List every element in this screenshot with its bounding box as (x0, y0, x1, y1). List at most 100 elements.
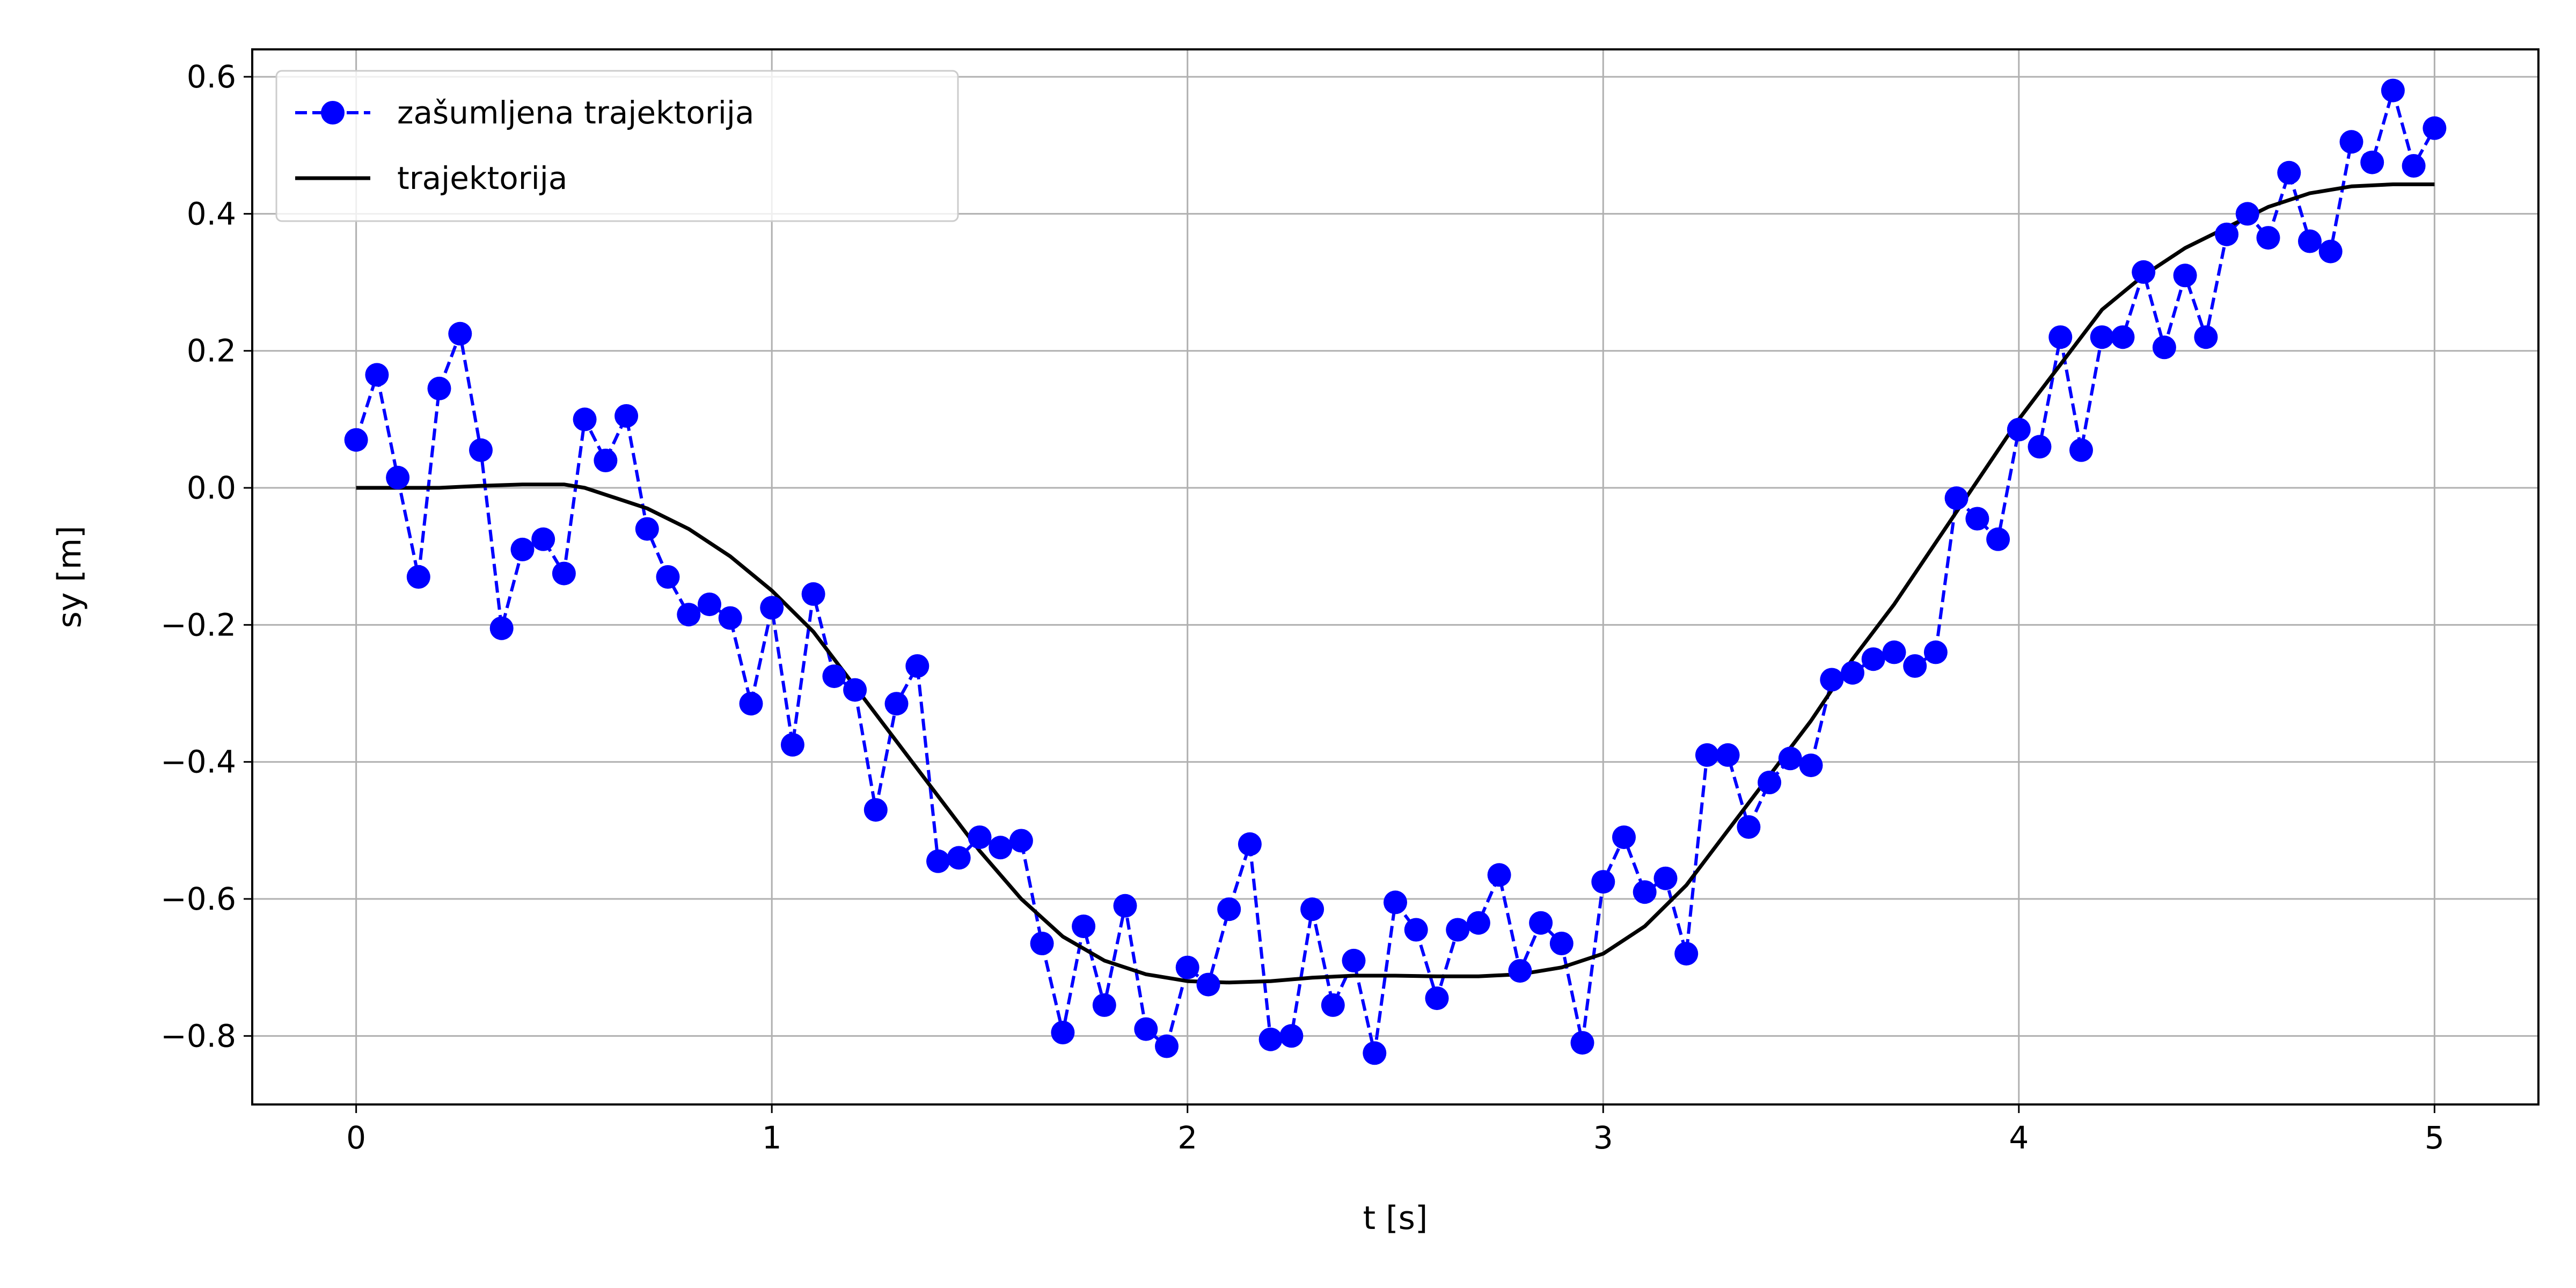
data-point (1238, 832, 1262, 856)
data-point (1175, 955, 1199, 979)
data-point (1612, 825, 1636, 850)
data-point (2423, 116, 2447, 140)
y-axis-label: sy [m] (51, 525, 89, 628)
data-point (1446, 918, 1470, 942)
data-point (2194, 325, 2218, 349)
data-point (801, 582, 825, 606)
plot-series (344, 78, 2447, 1065)
y-tick-label: −0.6 (160, 881, 236, 917)
legend-label-trajectory: trajektorija (397, 160, 567, 196)
data-point (698, 592, 721, 617)
data-point (1903, 654, 1927, 678)
x-tick-label: 5 (2425, 1119, 2445, 1156)
data-point (573, 407, 597, 431)
data-point (1404, 918, 1428, 942)
data-point (1820, 668, 1844, 692)
data-point (1217, 897, 1241, 921)
data-point (1072, 914, 1096, 939)
data-point (365, 363, 389, 387)
data-point (489, 616, 514, 640)
data-point (344, 428, 368, 452)
legend: zašumljena trajektorija trajektorija (275, 70, 959, 222)
data-point (1487, 863, 1511, 887)
data-point (1591, 870, 1615, 894)
legend-box (275, 70, 959, 222)
data-point (2215, 222, 2239, 246)
axes-frame (251, 48, 2540, 1106)
data-point (552, 561, 576, 586)
data-point (656, 565, 680, 589)
data-point (1716, 743, 1740, 767)
data-point (1155, 1034, 1179, 1058)
data-point (427, 376, 451, 400)
data-point (635, 517, 659, 541)
data-point (843, 678, 867, 702)
x-tick-label: 4 (2009, 1119, 2029, 1156)
data-point (1466, 911, 1490, 935)
data-point (448, 321, 472, 346)
data-point (822, 664, 846, 689)
data-point (2090, 325, 2114, 349)
x-tick-label: 0 (346, 1119, 366, 1156)
data-point (1384, 890, 1407, 914)
data-point (968, 825, 992, 850)
data-point (2402, 154, 2426, 178)
ticks: 0 1 2 3 4 5 0.6 0.4 0.2 0.0 −0.2 −0.4 −0.6 −0.8 (160, 58, 2445, 1156)
data-point (1342, 948, 1366, 972)
data-point (1134, 1017, 1158, 1041)
data-point (1363, 1041, 1387, 1065)
data-point (1778, 747, 1802, 771)
data-point (1300, 897, 1324, 921)
data-point (1092, 993, 1116, 1017)
y-tick-label: −0.4 (160, 744, 236, 780)
data-point (1882, 640, 1906, 664)
data-point (1861, 647, 1885, 671)
data-point (2028, 435, 2052, 459)
data-point (2339, 130, 2363, 154)
x-tick-label: 3 (1593, 1119, 1613, 1156)
data-point (739, 692, 763, 716)
data-point (1923, 640, 1948, 664)
y-tick-label: 0.2 (187, 333, 236, 369)
data-point (1965, 507, 1989, 531)
data-point (1051, 1021, 1075, 1044)
data-point (1258, 1027, 1283, 1051)
data-point (2007, 418, 2031, 442)
data-point (2298, 229, 2322, 253)
data-point (947, 846, 971, 870)
series-trajectory-line (356, 182, 2435, 985)
data-point (1009, 829, 1033, 853)
legend-label-noisy: zašumljena trajektorija (397, 94, 754, 131)
data-point (1529, 911, 1553, 935)
data-point (531, 527, 555, 551)
data-point (1674, 942, 1699, 966)
data-point (1799, 753, 1823, 778)
data-point (760, 596, 784, 620)
data-point (2318, 239, 2343, 264)
data-point (614, 404, 639, 428)
data-point (2173, 264, 2197, 288)
data-point (2235, 202, 2259, 226)
data-point (1944, 486, 1968, 510)
data-point (718, 606, 742, 630)
data-point (469, 438, 493, 462)
data-point (677, 603, 701, 627)
data-point (1695, 743, 1719, 767)
data-point (884, 692, 909, 716)
data-point (2069, 438, 2093, 462)
data-point (1508, 959, 1532, 983)
data-point (1113, 894, 1137, 918)
x-tick-label: 2 (1177, 1119, 1197, 1156)
legend-swatch-noisy-marker (321, 101, 345, 125)
data-point (905, 654, 930, 678)
data-point (1549, 932, 1574, 955)
data-point (1986, 527, 2010, 551)
data-point (2152, 335, 2176, 360)
x-tick-label: 1 (762, 1119, 782, 1156)
data-point (863, 798, 888, 822)
data-point (1737, 815, 1761, 839)
y-tick-label: 0.0 (187, 470, 236, 506)
data-point (1633, 880, 1657, 904)
data-point (1279, 1024, 1304, 1048)
